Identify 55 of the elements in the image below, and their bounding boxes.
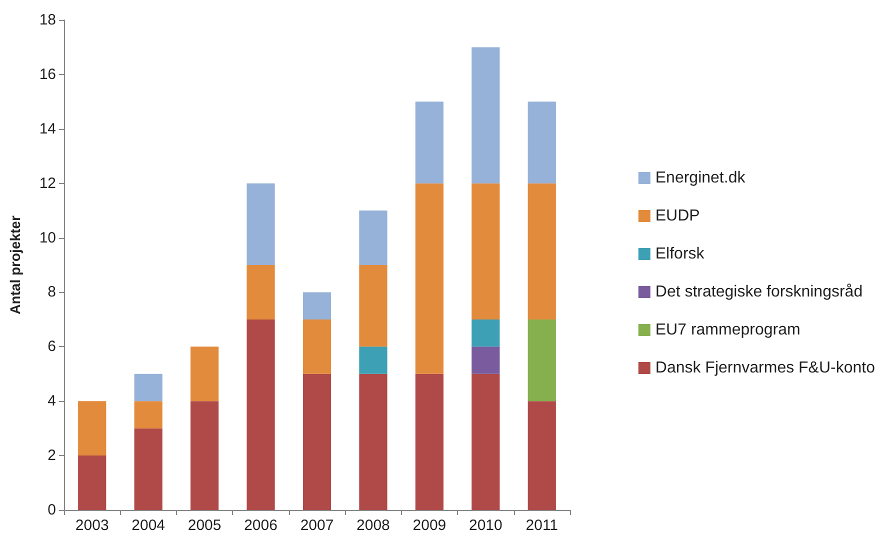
x-tick-label: 2004 [132, 517, 166, 534]
bar [134, 374, 162, 402]
bar [359, 346, 388, 374]
bar [190, 401, 219, 510]
bar [528, 401, 556, 510]
bar [528, 319, 556, 402]
y-tick-label: 14 [39, 120, 56, 138]
x-tick-label: 2003 [75, 517, 109, 534]
bar [359, 210, 388, 265]
bar [134, 401, 162, 428]
bar [415, 102, 444, 184]
x-tick-label: 2005 [188, 517, 222, 534]
bar [472, 346, 500, 374]
y-tick-label: 10 [39, 229, 56, 246]
legend-label: Energinet.dk [655, 170, 746, 186]
y-tick-label: 18 [39, 12, 56, 28]
bar [78, 456, 106, 510]
legend-label: EUDP [655, 208, 700, 224]
x-tick-label: 2007 [300, 517, 334, 534]
bar [78, 401, 106, 456]
y-tick-label: 12 [39, 174, 56, 192]
x-tick-label: 2009 [412, 517, 446, 534]
x-tick-label: 2011 [526, 517, 558, 534]
bar [415, 183, 444, 374]
bar [472, 374, 500, 510]
legend-label: EU7 rammeprogram [655, 322, 800, 338]
bar [302, 319, 332, 374]
bar [246, 319, 275, 510]
y-tick-label: 0 [48, 502, 56, 518]
x-tick-label: 2006 [244, 517, 278, 534]
bar [472, 47, 500, 184]
y-tick-label: 2 [48, 447, 56, 464]
x-tick-label: 2010 [468, 517, 502, 534]
legend-label: Det strategiske forskningsråd [655, 284, 863, 300]
bar [134, 428, 162, 510]
y-tick-label: 4 [48, 392, 56, 410]
bar [528, 183, 556, 320]
y-axis-title: Antal projekter [7, 215, 23, 314]
bar [359, 374, 388, 510]
bar [472, 319, 500, 347]
bar [302, 374, 332, 510]
bar [472, 183, 500, 320]
bar [302, 292, 332, 320]
bar [246, 183, 275, 265]
bar [190, 346, 219, 402]
x-tick-label: 2008 [356, 517, 390, 534]
legend-label: Elforsk [655, 246, 706, 262]
y-tick-label: 8 [48, 284, 56, 301]
y-tick-label: 6 [48, 338, 56, 356]
bar [246, 265, 275, 320]
legend-label: Dansk Fjernvarmes F&U-konto [655, 360, 876, 376]
bar [359, 265, 388, 347]
bar [415, 374, 444, 510]
bar [528, 102, 556, 184]
y-tick-label: 16 [39, 66, 56, 83]
